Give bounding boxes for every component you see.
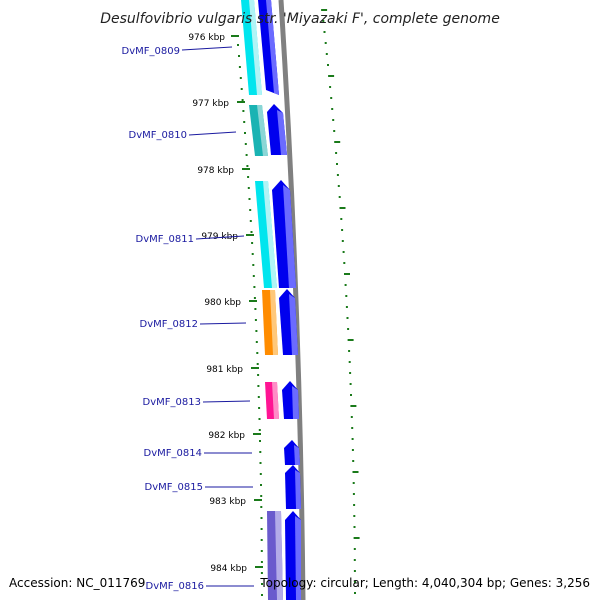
gene-label-DvMF_0809[interactable]: DvMF_0809 — [122, 46, 233, 57]
gene-label-DvMF_0814[interactable]: DvMF_0814 — [144, 448, 252, 459]
kbp-tick-978: 978 kbp — [197, 166, 250, 176]
gene-category-block — [275, 511, 283, 600]
gene-category-block — [270, 290, 278, 355]
cds-arrow — [292, 386, 299, 419]
kbp-tick-label: 977 kbp — [192, 99, 229, 109]
topology-text: Topology: circular; Length: 4,040,304 bp… — [259, 576, 590, 590]
gene-label-text: DvMF_0812 — [140, 319, 198, 330]
kbp-tick-984: 984 kbp — [210, 564, 263, 574]
kbp-tick-976: 976 kbp — [188, 33, 239, 43]
gene-category-block — [263, 181, 277, 288]
map-title: Desulfovibrio vulgaris str. 'Miyazaki F'… — [100, 11, 500, 27]
gene-category-block — [257, 105, 268, 156]
kbp-tick-label: 979 kbp — [201, 232, 238, 242]
gene-label-text: DvMF_0811 — [136, 234, 194, 245]
cds-arrow — [277, 110, 287, 155]
gene-label-text: DvMF_0815 — [145, 482, 203, 493]
gene-labels: DvMF_0809 DvMF_0810 DvMF_0811 DvMF_0812 … — [122, 46, 254, 592]
kbp-tick-label: 982 kbp — [208, 431, 245, 441]
cds-ring — [258, 0, 301, 600]
cds-arrow — [283, 185, 296, 288]
cds-arrow — [289, 294, 298, 355]
kbp-tick-label: 983 kbp — [209, 497, 246, 507]
gene-label-text: DvMF_0813 — [143, 397, 201, 408]
kbp-tick-979: 979 kbp — [201, 232, 254, 242]
inner-tick-track — [237, 44, 263, 596]
kbp-tick-977: 977 kbp — [192, 99, 245, 109]
kbp-tick-label: 981 kbp — [206, 365, 243, 375]
gene-label-text: DvMF_0816 — [146, 581, 204, 592]
gene-label-DvMF_0811[interactable]: DvMF_0811 — [136, 234, 245, 245]
gene-category-block — [272, 382, 279, 419]
kbp-tick-982: 982 kbp — [208, 431, 261, 441]
kbp-tick-980: 980 kbp — [204, 298, 257, 308]
gene-label-DvMF_0810[interactable]: DvMF_0810 — [129, 130, 237, 141]
gene-label-DvMF_0816[interactable]: DvMF_0816 — [146, 581, 254, 592]
kbp-tick-label: 978 kbp — [197, 166, 234, 176]
cds-arrow — [295, 470, 301, 509]
kbp-tick-983: 983 kbp — [209, 497, 262, 507]
gene-label-text: DvMF_0814 — [144, 448, 202, 459]
gene-label-DvMF_0813[interactable]: DvMF_0813 — [143, 397, 251, 408]
cds-arrow — [294, 445, 300, 465]
kbp-scale: 976 kbp 977 kbp 978 kbp 979 kbp 980 kbp … — [188, 33, 263, 574]
gene-label-DvMF_0815[interactable]: DvMF_0815 — [145, 482, 253, 493]
accession-text: Accession: NC_011769 — [9, 576, 145, 590]
gene-category-block — [249, 0, 262, 95]
gene-label-DvMF_0812[interactable]: DvMF_0812 — [140, 319, 247, 330]
kbp-tick-label: 976 kbp — [188, 33, 225, 43]
kbp-tick-label: 984 kbp — [210, 564, 247, 574]
kbp-tick-981: 981 kbp — [206, 365, 259, 375]
genome-backbone-arc — [278, 0, 306, 600]
gene-label-text: DvMF_0810 — [129, 130, 187, 141]
cds-arrow — [295, 516, 301, 600]
cds-arrow — [266, 0, 279, 95]
category-ring — [241, 0, 283, 600]
gene-label-text: DvMF_0809 — [122, 46, 180, 57]
outer-tick-track — [321, 9, 360, 594]
kbp-tick-label: 980 kbp — [204, 298, 241, 308]
